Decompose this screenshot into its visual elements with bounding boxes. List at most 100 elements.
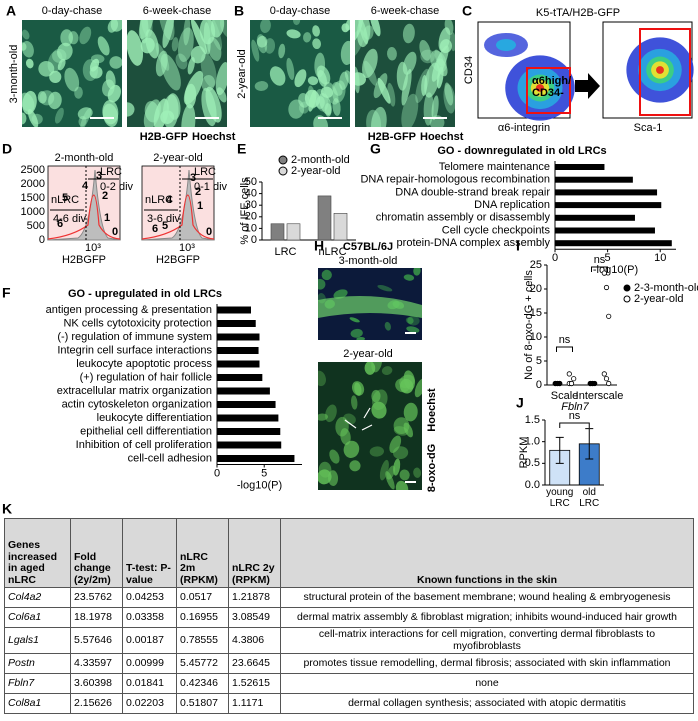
axis-label: No of 8-oxo-dG + cells [523, 270, 535, 380]
gate-label: CD34- [532, 87, 564, 99]
bar [217, 320, 256, 327]
cell-cluster [48, 91, 62, 110]
panel-letter: C [462, 3, 472, 19]
cell-cluster [402, 23, 415, 44]
table-row: Col6a1 18.1978 0.03358 0.16955 3.08549 dermal… [4, 607, 694, 628]
gate-label: 3-6 div [147, 213, 181, 225]
cell-cluster [89, 58, 100, 72]
cell-cluster [349, 460, 361, 472]
cell-cluster [351, 395, 358, 410]
cell-cluster [318, 461, 332, 478]
cell-cluster [403, 422, 414, 438]
histogram-reference [47, 169, 121, 241]
category-label: DNA repair-homologous recombination [360, 174, 550, 186]
table-cell: cell-matrix interactions for cell migrat… [280, 627, 694, 654]
header-cell: Genes increased in aged nLRC [4, 518, 71, 588]
category-label: DNA replication [474, 199, 550, 211]
cell-cluster [22, 112, 27, 125]
cell-cluster [162, 20, 175, 49]
cell-cluster [286, 29, 301, 39]
cell-cluster [405, 317, 414, 324]
cell-cluster [105, 70, 116, 90]
y-tick-label: 500 [27, 220, 45, 232]
pointer-arrow [361, 424, 373, 431]
y-tick-label: 40 [245, 188, 257, 200]
point [603, 376, 610, 382]
pointer-arrow [344, 419, 357, 429]
cell-cluster [308, 90, 317, 112]
table-cell: dermal matrix assembly & fibroblast migr… [280, 607, 694, 628]
cell-cluster [171, 37, 179, 52]
category-label: Integrin cell surface interactions [57, 344, 212, 356]
panel-letter: H [314, 238, 324, 254]
y-tick-label: 1500 [21, 192, 45, 204]
cell-cluster [312, 38, 322, 50]
cell-cluster [307, 85, 316, 109]
x-tick-label-box: old LRC [579, 487, 599, 509]
x-tick-label: nLRC [318, 246, 346, 258]
error-bar [555, 436, 564, 464]
point [601, 270, 607, 276]
histogram-title: 2-month-old [55, 152, 114, 164]
cell-cluster [320, 86, 334, 98]
x-tick-label: 0 [552, 252, 558, 264]
significance-bracket [559, 422, 590, 428]
stain-label: Hoechst [420, 131, 464, 143]
bar [217, 414, 279, 422]
cell-cluster [64, 67, 80, 92]
cell-cluster [329, 449, 340, 464]
bar [217, 360, 260, 368]
category-label: NK cells cytotoxicity protection [63, 317, 212, 329]
cell-cluster [288, 99, 305, 119]
table-cell: 3.60398 [70, 673, 123, 694]
cell-cluster [298, 101, 310, 114]
y-tick-label: 2500 [21, 164, 45, 176]
division-number: 2 [102, 190, 108, 202]
table-header: Genes increased in aged nLRC Fold change … [4, 518, 694, 588]
legend-label: 2-year-old [291, 165, 341, 177]
cell-cluster [389, 435, 402, 453]
cell-cluster [363, 60, 378, 86]
bar [217, 374, 263, 381]
point [601, 371, 607, 377]
category-label: Inhibition of cell proliferation [76, 439, 212, 451]
density [496, 39, 516, 51]
table-cell: 0.01841 [122, 673, 177, 694]
y-tick-label: 30 [245, 199, 257, 211]
arrow [575, 73, 600, 99]
cell-cluster [60, 29, 73, 47]
gate-label: 4-6 div [53, 213, 87, 225]
division-number: 1 [197, 200, 203, 212]
legend-label: 2-year-old [634, 293, 684, 305]
cell-cluster [78, 115, 87, 127]
cell-cluster [292, 20, 301, 26]
axis-label: H2BGFP [62, 254, 106, 266]
y-tick-label: 2000 [21, 178, 45, 190]
y-tick-label: 20 [245, 211, 257, 223]
cell-cluster [371, 389, 381, 403]
stain-label: Hoechst [192, 131, 236, 143]
x-tick-label: 10³ [179, 242, 195, 254]
cell-cluster [256, 35, 268, 48]
cell-cluster [393, 458, 401, 476]
histogram-curve [141, 194, 215, 240]
cell-cluster [138, 20, 155, 40]
division-number: 0 [112, 226, 118, 238]
table-cell: promotes tissue remodelling, dermal fibr… [280, 653, 694, 674]
y-tick-label: 0 [39, 234, 45, 246]
cell-cluster [407, 316, 414, 325]
y-tick-label: 10 [530, 331, 542, 343]
column-label: 6-week-chase [371, 5, 439, 17]
cell-cluster [366, 109, 382, 127]
category-label: (+) regulation of hair follicle [80, 371, 212, 383]
cell-cluster [333, 289, 348, 299]
cell-cluster [158, 20, 175, 41]
cell-cluster [381, 366, 393, 375]
density [656, 66, 664, 74]
axis-label: α6-integrin [498, 122, 550, 134]
row-label: 3-month-old [339, 255, 398, 267]
table-cell: 0.78555 [176, 627, 229, 654]
point [606, 380, 612, 387]
cell-cluster [303, 32, 312, 43]
table-body: Col4a2 23.5762 0.04253 0.0517 1.21878 structu… [4, 587, 694, 714]
